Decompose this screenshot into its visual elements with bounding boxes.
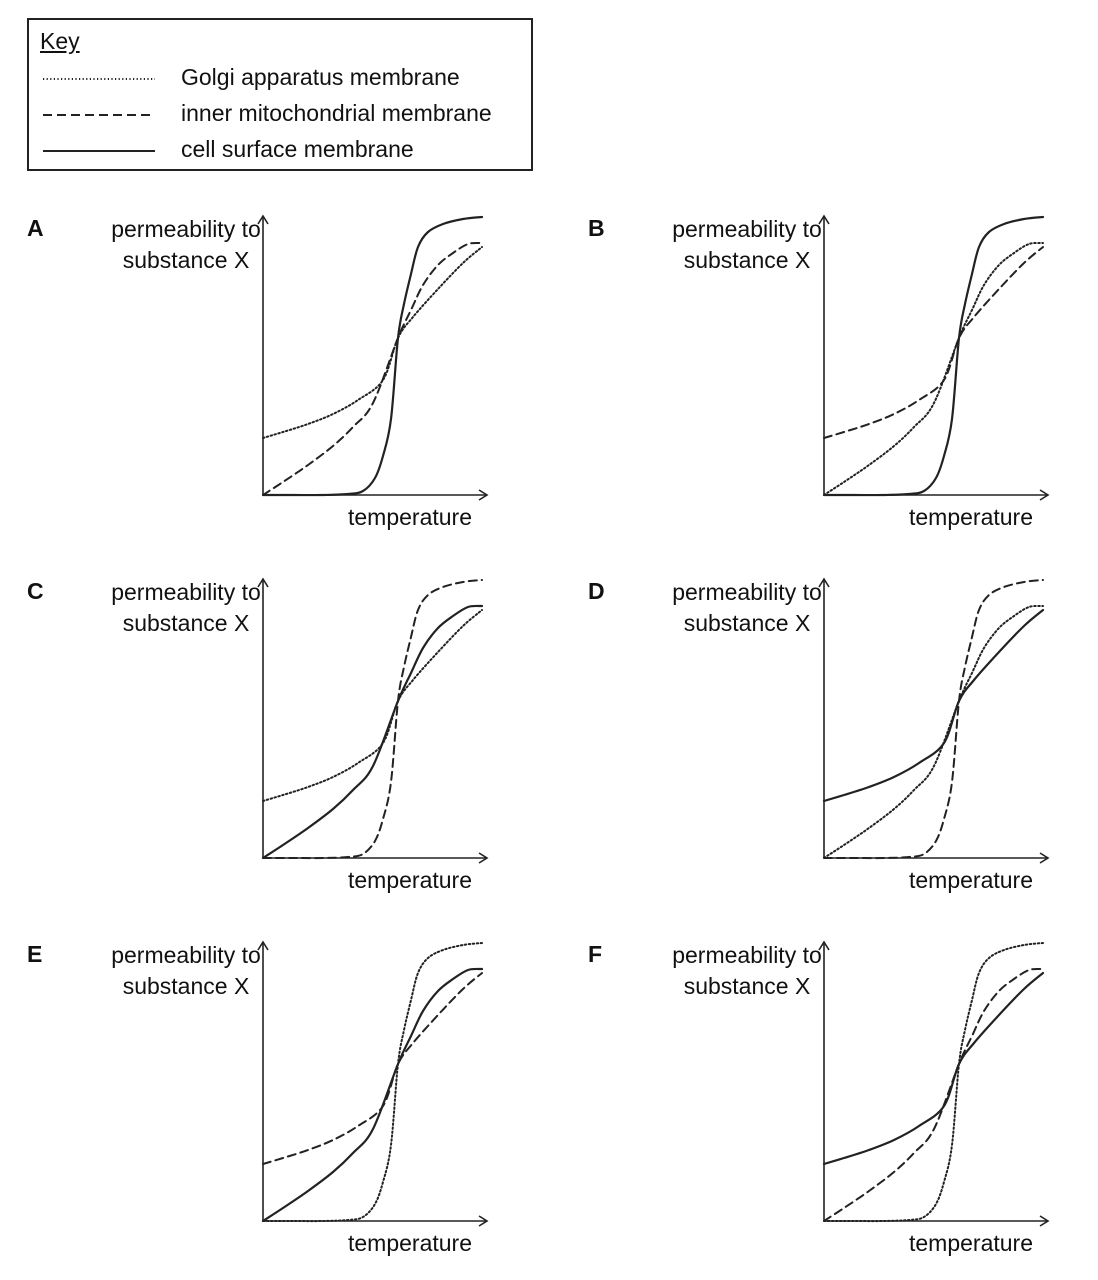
panel-letter: A	[27, 215, 44, 241]
x-axis-label: temperature	[909, 504, 1034, 530]
x-axis-label: temperature	[348, 1230, 473, 1256]
panel-letter: F	[588, 941, 603, 967]
y-axis-label: permeability to substance X	[111, 216, 261, 273]
y-axis-arrow-icon	[818, 577, 830, 588]
mito-membrane-curve	[823, 967, 1044, 1222]
x-axis-arrow-icon	[478, 489, 489, 501]
golgi-membrane-curve	[823, 241, 1044, 496]
x-axis-label: temperature	[348, 867, 473, 893]
key-legend: Key Golgi apparatus membrane inner mitoc…	[27, 18, 533, 171]
x-axis-arrow-icon	[1039, 1215, 1050, 1227]
graph-c-plot	[257, 577, 489, 864]
solid-line-icon	[43, 150, 155, 152]
cell-membrane-curve	[261, 604, 484, 860]
key-item-cell: cell surface membrane	[41, 136, 521, 166]
key-item-label: cell surface membrane	[181, 136, 414, 162]
graph-panel-d: D permeability to substance X temperature	[588, 577, 1088, 917]
y-axis-arrow-icon	[818, 940, 830, 951]
panel-letter: C	[27, 578, 44, 604]
panel-letter: D	[588, 578, 605, 604]
graph-a-plot	[257, 214, 489, 501]
graph-panel-e: E permeability to substance X temperature	[27, 940, 527, 1280]
graph-panel-c: C permeability to substance X temperature	[27, 577, 527, 917]
graph-f-plot	[818, 940, 1050, 1227]
y-axis-label: permeability to substance X	[111, 942, 261, 999]
x-axis-arrow-icon	[478, 852, 489, 864]
graph-panel-b: B permeability to substance X temperature	[588, 214, 1088, 554]
cell-membrane-curve	[822, 608, 1045, 803]
x-axis-arrow-icon	[478, 1215, 489, 1227]
golgi-membrane-curve	[823, 604, 1044, 859]
mito-membrane-curve	[823, 246, 1044, 439]
mito-membrane-curve	[823, 579, 1044, 860]
x-axis-label: temperature	[909, 1230, 1034, 1256]
golgi-membrane-curve	[262, 609, 483, 802]
key-item-golgi: Golgi apparatus membrane	[41, 64, 521, 94]
graph-e-plot	[257, 940, 489, 1227]
panel-letter: B	[588, 215, 605, 241]
dotted-line-icon	[43, 78, 155, 80]
key-item-label: inner mitochondrial membrane	[181, 100, 492, 126]
y-axis-label: permeability to substance X	[672, 579, 822, 636]
cell-membrane-curve	[261, 967, 484, 1223]
panel-letter: E	[27, 941, 43, 967]
y-axis-label: permeability to substance X	[111, 579, 261, 636]
cell-membrane-curve	[261, 215, 484, 497]
x-axis-label: temperature	[909, 867, 1034, 893]
key-item-label: Golgi apparatus membrane	[181, 64, 460, 90]
golgi-membrane-curve	[262, 942, 483, 1223]
key-item-mito: inner mitochondrial membrane	[41, 100, 521, 130]
y-axis-label: permeability to substance X	[672, 216, 822, 273]
y-axis-arrow-icon	[818, 214, 830, 225]
graph-d-plot	[818, 577, 1050, 864]
graph-panel-a: A permeability to substance X temperature	[27, 214, 527, 554]
mito-membrane-curve	[262, 972, 483, 1165]
y-axis-arrow-icon	[257, 940, 269, 951]
golgi-membrane-curve	[823, 942, 1044, 1223]
cell-membrane-curve	[822, 971, 1045, 1166]
mito-membrane-curve	[262, 579, 483, 860]
x-axis-arrow-icon	[1039, 852, 1050, 864]
dashed-line-icon	[43, 114, 155, 116]
graph-panel-f: F permeability to substance X temperature	[588, 940, 1088, 1280]
graph-b-plot	[818, 214, 1050, 501]
golgi-membrane-curve	[262, 246, 483, 439]
x-axis-label: temperature	[348, 504, 473, 530]
y-axis-label: permeability to substance X	[672, 942, 822, 999]
mito-membrane-curve	[262, 241, 483, 496]
y-axis-arrow-icon	[257, 214, 269, 225]
x-axis-arrow-icon	[1039, 489, 1050, 501]
y-axis-arrow-icon	[257, 577, 269, 588]
cell-membrane-curve	[822, 215, 1045, 497]
key-title: Key	[40, 28, 80, 54]
